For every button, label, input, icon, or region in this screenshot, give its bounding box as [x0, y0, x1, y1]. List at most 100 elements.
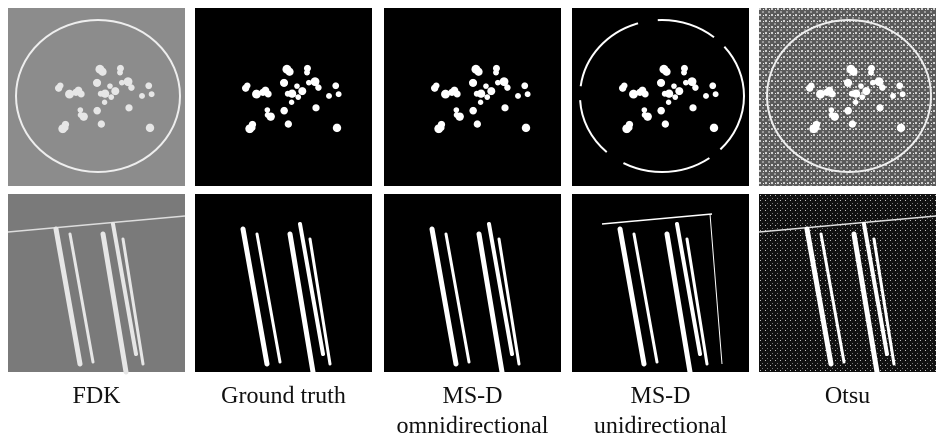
column-caption: omnidirectional: [397, 413, 549, 436]
particle: [266, 112, 274, 120]
particle: [431, 85, 438, 92]
image-slice-top: [384, 8, 561, 186]
particle: [896, 82, 903, 89]
particle: [493, 70, 499, 76]
image-slice-top: [195, 8, 372, 186]
particle: [332, 82, 339, 89]
particle: [849, 91, 855, 97]
particle: [703, 93, 709, 99]
particle: [629, 90, 638, 99]
particle: [500, 77, 509, 86]
particle: [451, 87, 459, 95]
image-background: [759, 194, 936, 372]
particle: [662, 120, 669, 127]
particle: [289, 100, 294, 105]
particle: [844, 107, 852, 115]
column-caption: FDK: [72, 383, 121, 409]
particle: [830, 112, 838, 120]
particle: [93, 79, 101, 87]
particle: [671, 83, 677, 89]
particle: [280, 107, 288, 115]
image-background: [572, 194, 749, 372]
particle: [484, 94, 490, 100]
particle: [858, 83, 864, 89]
column-caption: MS-D: [442, 383, 502, 409]
image-slice-top: [572, 8, 749, 186]
particle: [98, 91, 104, 97]
particle: [469, 79, 477, 87]
particle: [521, 82, 528, 89]
image-background: [8, 194, 185, 372]
particle: [285, 68, 293, 76]
particle: [681, 70, 687, 76]
particle: [78, 107, 84, 113]
particle: [93, 107, 101, 115]
particle: [643, 112, 651, 120]
particle: [474, 120, 481, 127]
column-caption: Ground truth: [221, 383, 346, 409]
particle: [65, 90, 74, 99]
particle: [525, 91, 531, 97]
particle: [111, 87, 119, 95]
image-slice-bottom: [195, 194, 372, 372]
particle: [107, 83, 113, 89]
particle: [469, 107, 477, 115]
particle: [298, 87, 306, 95]
particle: [849, 68, 857, 76]
particle: [849, 120, 856, 127]
particle: [501, 104, 508, 111]
particle: [859, 94, 865, 100]
particle: [657, 79, 665, 87]
image-background: [384, 8, 561, 186]
particle: [474, 68, 482, 76]
particle: [657, 107, 665, 115]
particle: [145, 82, 152, 89]
particle: [102, 100, 107, 105]
particle: [311, 77, 320, 86]
particle: [455, 112, 463, 120]
particle: [333, 124, 341, 132]
particle: [478, 100, 483, 105]
particle: [853, 100, 858, 105]
particle: [280, 79, 288, 87]
particle: [294, 83, 300, 89]
image-background: [195, 194, 372, 372]
particle: [868, 70, 874, 76]
particle: [242, 85, 249, 92]
particle: [295, 94, 301, 100]
particle: [285, 91, 291, 97]
particle: [252, 90, 261, 99]
particle: [522, 124, 530, 132]
particle: [149, 91, 155, 97]
particle: [483, 83, 489, 89]
particle: [474, 91, 480, 97]
particle: [487, 87, 495, 95]
particle: [639, 87, 647, 95]
image-slice-top: [759, 8, 936, 186]
particle: [897, 124, 905, 132]
particle: [146, 124, 154, 132]
particle: [139, 93, 145, 99]
particle: [689, 104, 696, 111]
particle: [79, 112, 87, 120]
particle: [826, 87, 834, 95]
particle: [662, 91, 668, 97]
particle: [875, 77, 884, 86]
particle: [262, 87, 270, 95]
figure: FDKGround truthMS-DomnidirectionalMS-Dun…: [0, 0, 936, 436]
particle: [515, 93, 521, 99]
particle: [862, 87, 870, 95]
image-slice-top: [8, 8, 185, 186]
particle: [814, 125, 820, 131]
particle: [642, 107, 648, 113]
particle: [666, 100, 671, 105]
particle: [900, 91, 906, 97]
particle: [710, 124, 718, 132]
particle: [124, 77, 133, 86]
particle: [672, 94, 678, 100]
particle: [662, 68, 670, 76]
column-caption: MS-D: [630, 383, 690, 409]
image-background: [384, 194, 561, 372]
particle: [619, 85, 626, 92]
particle: [326, 93, 332, 99]
